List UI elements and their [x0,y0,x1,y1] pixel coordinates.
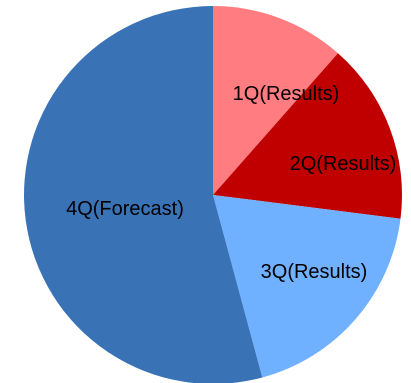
slice-label-2q-results: 2Q(Results) [290,153,397,175]
slice-label-1q-results: 1Q(Results) [233,83,340,105]
pie-labels: 1Q(Results) 2Q(Results) 3Q(Results) 4Q(F… [66,83,396,283]
slice-label-3q-results: 3Q(Results) [261,261,368,283]
pie-slice-2q-results [213,53,403,219]
pie-slices [24,5,403,383]
pie-slice-1q-results [213,5,338,195]
pie-slice-3q-results [213,195,401,378]
pie-slice-4q-forecast [24,6,263,383]
slice-label-4q-forecast: 4Q(Forecast) [66,198,184,220]
